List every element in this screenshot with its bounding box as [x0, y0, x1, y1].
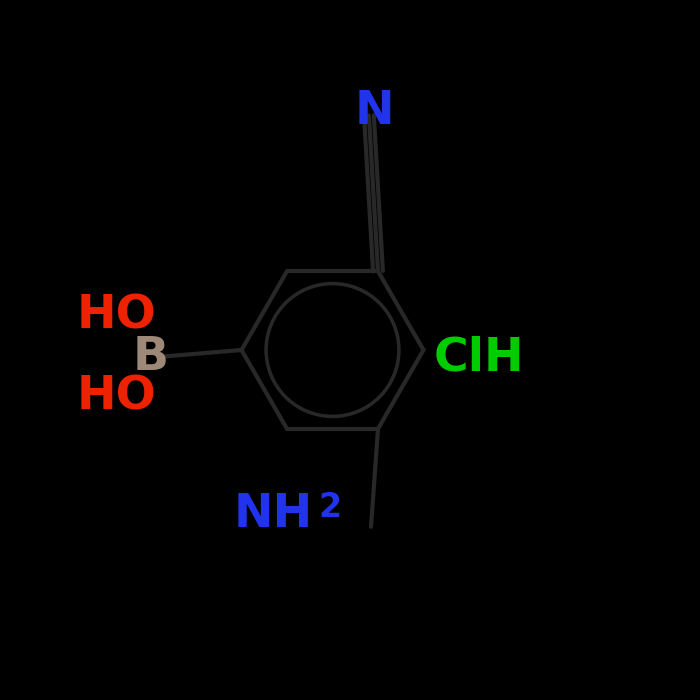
Text: B: B — [132, 335, 169, 379]
Text: HO: HO — [77, 374, 157, 419]
Text: 2: 2 — [318, 491, 342, 524]
Text: HO: HO — [77, 294, 157, 339]
Text: N: N — [355, 90, 394, 134]
Text: ClH: ClH — [434, 336, 524, 381]
Text: NH: NH — [233, 492, 313, 537]
